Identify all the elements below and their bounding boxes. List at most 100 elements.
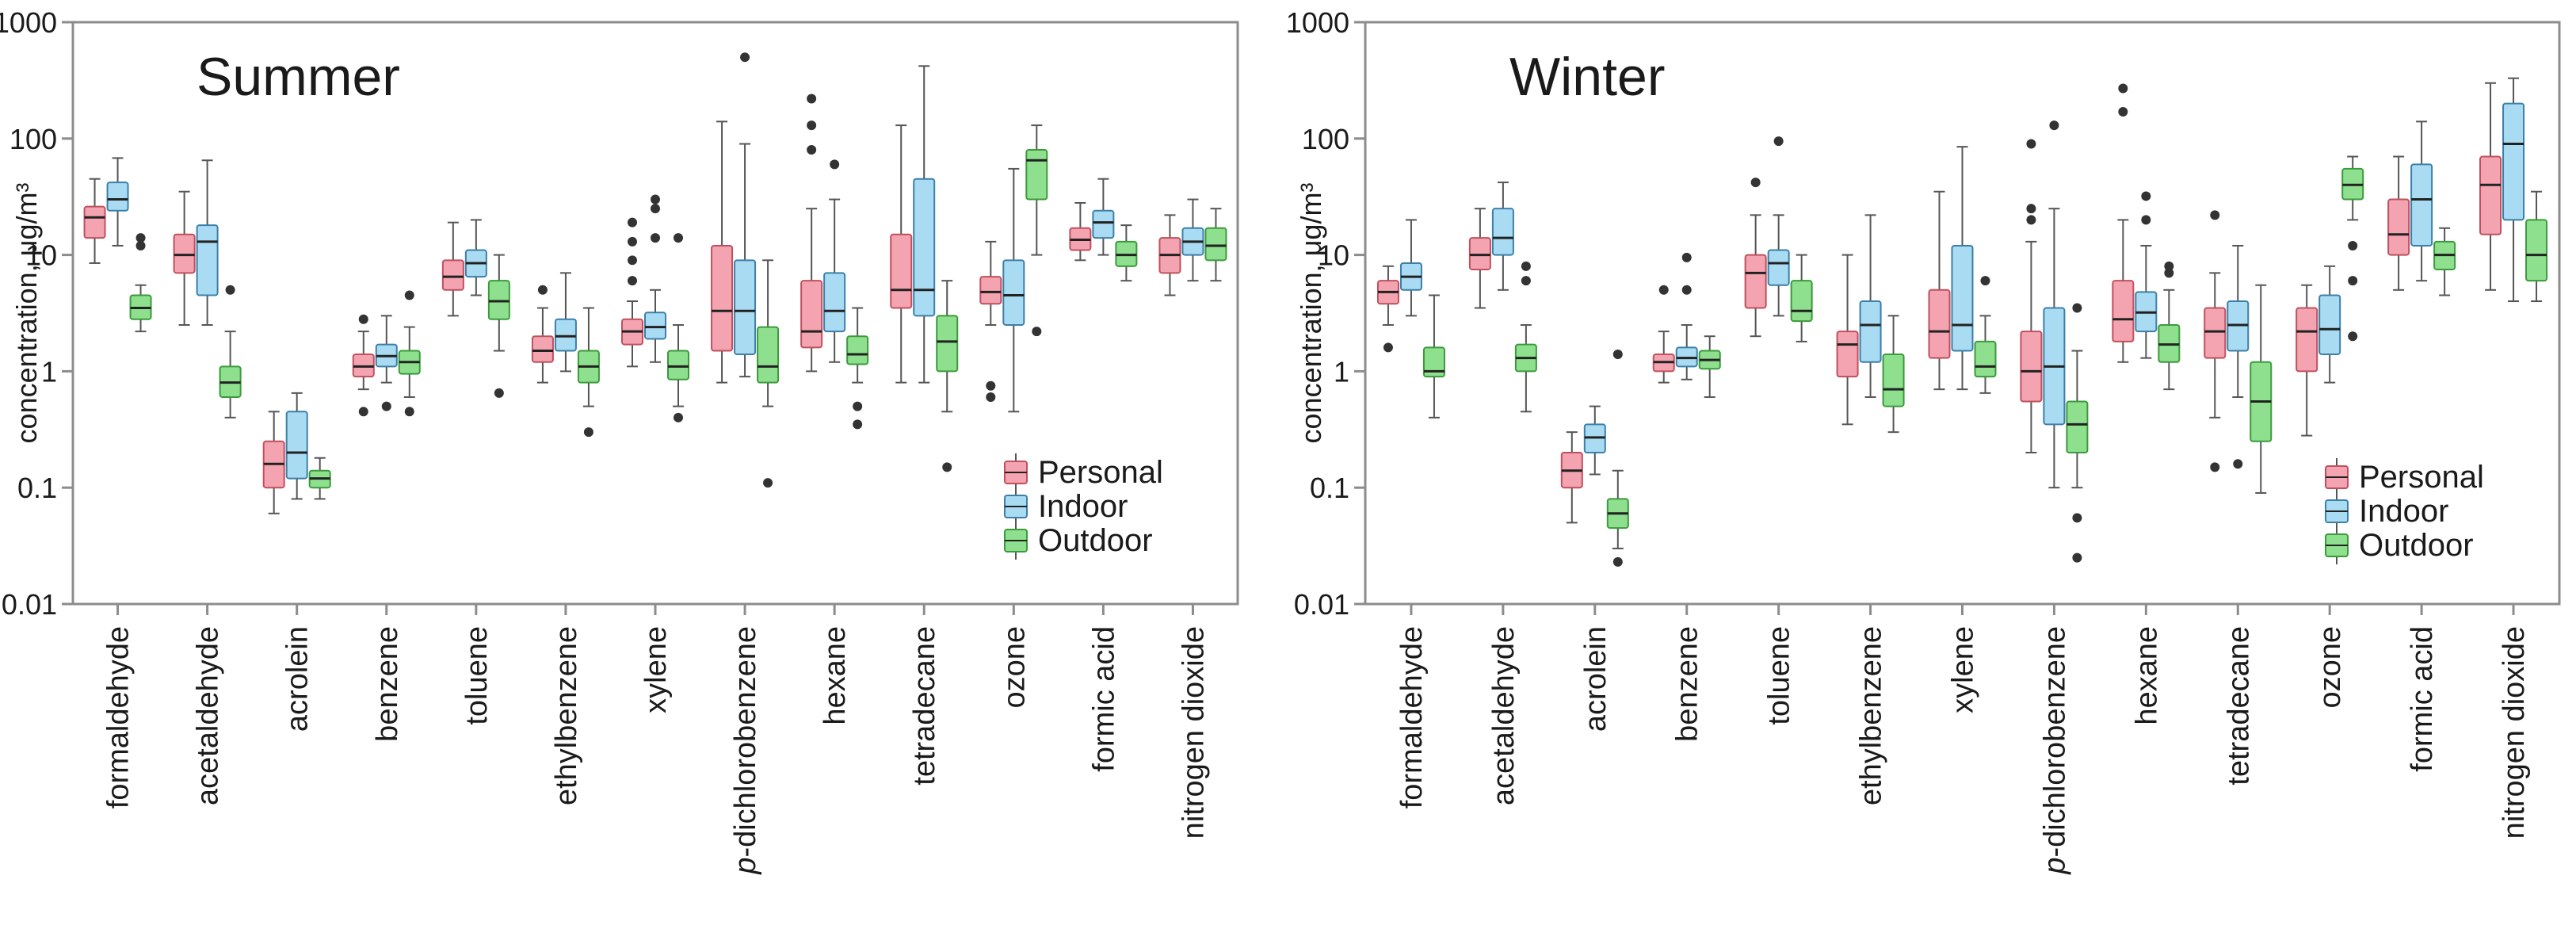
box-outdoor-ethylbenzene: [1882, 315, 1905, 434]
x-tick-label-text: benzene: [1671, 626, 1704, 742]
box-iqr: [173, 233, 196, 274]
y-tick-label: 1000: [1286, 6, 1349, 39]
box-iqr: [2204, 307, 2227, 359]
x-tick-label-text: -dichlorobenzene: [2038, 626, 2071, 858]
x-tick-label-formic-acid: formic acid: [2406, 626, 2439, 772]
outlier-point: [381, 401, 391, 411]
box-personal-nitrogen-dioxide: [2479, 82, 2502, 291]
box-indoor-nitrogen-dioxide: [2502, 77, 2525, 303]
outlier-point: [2348, 240, 2358, 250]
box-outdoor-xylene: [1974, 276, 1997, 394]
outlier-point: [674, 412, 683, 422]
x-tick-label-acrolein: acrolein: [1579, 626, 1612, 732]
x-tick-label-text: formic acid: [2406, 626, 2439, 772]
box-personal-xylene: [1928, 190, 1951, 391]
outlier-point: [628, 276, 637, 286]
box-indoor-benzene: [375, 315, 398, 411]
x-tick-label-formaldehyde: formaldehyde: [1395, 626, 1429, 809]
box-indoor-nitrogen-dioxide: [1181, 198, 1204, 282]
box-outdoor-tetradecane: [2250, 284, 2273, 494]
box-outdoor-acetaldehyde: [1514, 261, 1537, 413]
box-iqr: [1859, 300, 1882, 363]
box-personal-dichlorobenzene: [2020, 139, 2043, 454]
box-iqr: [487, 280, 510, 320]
legend-label-personal: Personal: [2359, 460, 2484, 495]
box-iqr: [644, 312, 666, 340]
box-iqr: [1025, 149, 1048, 201]
box-outdoor-formaldehyde: [1422, 294, 1445, 419]
y-tick-label: 1000: [0, 6, 57, 39]
x-tick-label-formic-acid: formic acid: [1087, 626, 1120, 772]
box-iqr: [441, 259, 464, 291]
box-indoor-ethylbenzene: [1859, 214, 1882, 398]
box-personal-nitrogen-dioxide: [1158, 214, 1181, 296]
panel-title: Summer: [197, 47, 400, 107]
outlier-point: [830, 159, 840, 170]
x-tick-label-prefix: p: [2038, 858, 2071, 875]
x-tick-label-benzene: benzene: [371, 626, 404, 742]
box-personal-tetradecane: [890, 124, 913, 384]
outlier-point: [1032, 327, 1042, 337]
x-tick-label-text: ozone: [998, 626, 1031, 709]
box-iqr: [1204, 227, 1227, 262]
outlier-point: [1521, 276, 1531, 286]
box-iqr: [846, 335, 869, 365]
box-personal-formic-acid: [1069, 201, 1092, 262]
outlier-point: [2026, 204, 2036, 214]
outlier-point: [674, 233, 683, 243]
y-tick-label: 100: [1302, 123, 1349, 155]
x-tick-label-text: -dichlorobenzene: [729, 626, 762, 858]
x-tick-label-text: acrolein: [1579, 626, 1612, 732]
y-tick-label: 10: [1318, 239, 1349, 272]
box-indoor-acetaldehyde: [1491, 182, 1514, 291]
outlier-point: [628, 217, 637, 227]
outlier-point: [2118, 83, 2128, 94]
outlier-point: [651, 204, 660, 214]
x-tick-label-text: xylene: [639, 626, 673, 713]
box-iqr: [667, 350, 689, 380]
box-outdoor-formic-acid: [2433, 227, 2456, 296]
outlier-point: [853, 401, 863, 411]
box-indoor-xylene: [1951, 146, 1974, 391]
outlier-point: [404, 407, 414, 417]
outlier-point: [2072, 303, 2082, 313]
x-tick-label-benzene: benzene: [1671, 626, 1704, 742]
outlier-point: [2348, 331, 2358, 342]
box-indoor-dichlorobenzene: [734, 52, 757, 378]
outlier-point: [2026, 139, 2036, 149]
box-outdoor-dichlorobenzene: [757, 259, 780, 488]
box-personal-formic-acid: [2387, 155, 2410, 291]
x-tick-label-text: hexane: [819, 626, 852, 725]
box-personal-ozone: [979, 240, 1002, 402]
outlier-point: [1980, 276, 1990, 286]
box-indoor-formic-acid: [2410, 120, 2433, 282]
box-indoor-tetradecane: [2227, 244, 2250, 469]
box-outdoor-acrolein: [1606, 349, 1629, 567]
x-tick-label-dichlorobenzene: p-dichlorobenzene: [729, 626, 762, 875]
box-iqr: [106, 182, 129, 212]
x-tick-label-tetradecane: tetradecane: [2222, 626, 2255, 786]
outlier-point: [404, 290, 414, 300]
box-iqr: [1974, 340, 1997, 378]
box-outdoor-nitrogen-dioxide: [1204, 208, 1227, 282]
x-tick-label-hexane: hexane: [2130, 626, 2163, 725]
box-indoor-ethylbenzene: [554, 272, 577, 373]
box-iqr: [1790, 280, 1813, 323]
box-indoor-tetradecane: [913, 65, 936, 384]
box-personal-xylene: [621, 217, 643, 368]
x-tick-label-text: nitrogen dioxide: [2498, 626, 2531, 839]
box-personal-toluene: [441, 221, 464, 317]
outlier-point: [2164, 261, 2174, 271]
outlier-point: [2072, 552, 2082, 563]
outlier-point: [853, 419, 863, 430]
outlier-point: [358, 314, 368, 324]
box-outdoor-nitrogen-dioxide: [2525, 190, 2548, 303]
outlier-point: [807, 145, 817, 155]
x-tick-label-text: toluene: [1763, 626, 1796, 725]
box-iqr: [2479, 155, 2502, 235]
box-personal-hexane: [2112, 83, 2135, 363]
box-iqr: [1928, 289, 1951, 359]
